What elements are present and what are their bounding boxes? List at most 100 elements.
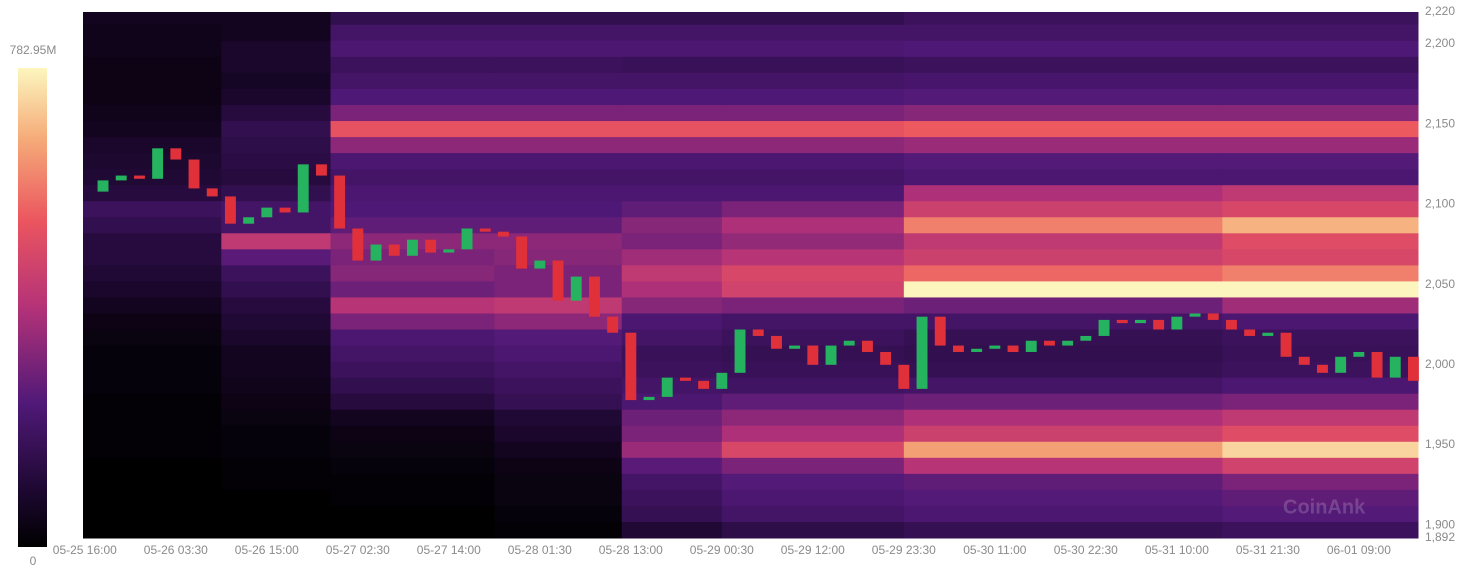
heat-cell [494,153,623,170]
heat-cell [221,153,332,170]
colorbar-label: 782.95M [10,43,57,57]
heat-cell [330,281,495,298]
heat-cell [621,409,723,427]
candle-body [1153,319,1165,330]
heat-cell [221,313,332,331]
y-tick-label: 1,950 [1425,437,1455,451]
heat-cell [621,425,723,443]
heat-cell [221,377,332,395]
heat-cell [494,24,623,42]
heat-cell [621,121,723,138]
candle-body [1225,319,1237,330]
x-tick-label: 05-30 11:00 [963,543,1026,557]
heat-cell [721,137,905,154]
candle-body [1062,340,1074,346]
heat-cell [330,88,495,106]
heat-cell [330,169,495,186]
heat-cell [83,201,222,218]
heat-cell [494,105,623,122]
heat-cell [621,505,723,523]
candle-body [934,316,946,346]
heat-cell [221,201,332,218]
candle-body [807,345,819,365]
candle-body [588,276,600,317]
heat-cell [721,169,905,186]
heat-cell [903,105,1223,122]
candle-body [1098,319,1110,336]
heat-cell [221,12,332,26]
heat-cell [721,505,905,523]
heat-cell [221,137,332,154]
heat-cell [494,201,623,218]
x-tick-label: 05-29 12:00 [781,543,845,557]
heat-cell [221,265,332,282]
heat-cell [494,425,623,443]
heat-cell [330,12,495,26]
candle-body [1335,356,1347,373]
heat-cell [1222,521,1419,539]
heat-cell [494,521,623,539]
heat-cell [903,441,1223,459]
heat-cell [1222,105,1419,122]
heat-cell [330,121,495,138]
heat-cell [621,169,723,186]
heat-cell [83,489,222,507]
candle-body [1262,332,1274,336]
heat-cell [721,56,905,74]
heat-cell [494,169,623,186]
heat-cell [903,249,1223,266]
heat-cell [83,361,222,379]
heat-cell [903,489,1223,507]
heat-cell [330,457,495,475]
heat-cell [621,457,723,475]
heat-cell [1222,72,1419,90]
heat-cell [330,24,495,42]
heatmap-layer [83,12,1419,539]
candle-body [461,228,473,250]
heat-cell [1222,217,1419,234]
heat-cell [330,505,495,523]
heat-cell [494,457,623,475]
heat-cell [1222,377,1419,395]
heat-cell [330,329,495,347]
heat-cell [721,72,905,90]
heat-cell [903,521,1223,539]
y-tick-label: 1,892 [1425,530,1455,544]
heat-cell [221,185,332,202]
heat-cell [494,409,623,427]
heat-cell [494,313,623,331]
heat-cell [330,185,495,202]
heat-cell [330,297,495,314]
x-tick-label: 05-30 22:30 [1054,543,1118,557]
heat-cell [83,12,222,26]
heat-cell [494,56,623,74]
x-tick-label: 05-25 16:00 [53,543,117,557]
heat-cell [494,233,623,250]
y-tick-label: 2,150 [1425,116,1455,130]
heat-cell [221,393,332,411]
heat-cell [1222,56,1419,74]
heat-cell [1222,425,1419,443]
candle-body [1043,340,1055,346]
heat-cell [721,297,905,314]
y-tick-label: 2,000 [1425,357,1455,371]
heat-cell [83,88,222,106]
heat-cell [330,153,495,170]
heat-cell [221,473,332,491]
heat-cell [83,505,222,523]
candle-body [1189,313,1201,317]
heat-cell [1222,153,1419,170]
x-tick-label: 05-27 02:30 [326,543,390,557]
heat-cell [621,345,723,363]
heat-cell [83,297,222,314]
heat-cell [621,88,723,106]
heat-cell [721,40,905,58]
heat-cell [221,505,332,523]
y-tick-label: 2,050 [1425,277,1455,291]
candle-body [916,316,928,389]
heat-cell [1222,409,1419,427]
heat-cell [721,441,905,459]
heat-cell [621,329,723,347]
heat-cell [721,201,905,218]
candle-body [1298,356,1310,365]
